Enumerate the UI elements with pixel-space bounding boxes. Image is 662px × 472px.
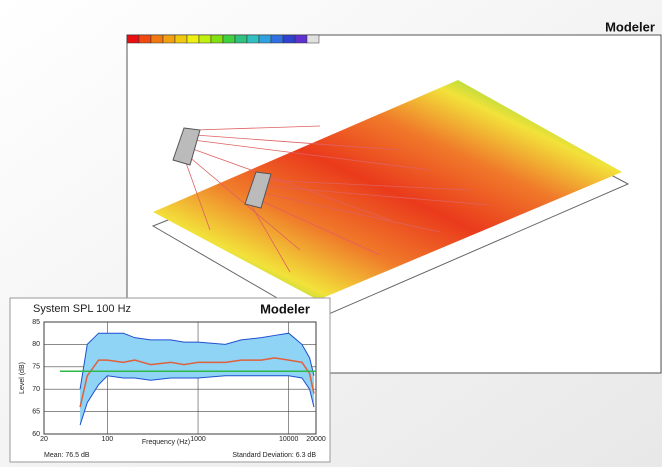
- y-tick-label: 70: [32, 386, 40, 393]
- y-tick-label: 85: [32, 319, 40, 326]
- speaker-rays: [184, 125, 491, 273]
- series-line: [79, 332, 315, 390]
- y-tick-label: 65: [32, 408, 40, 415]
- chart-title: System SPL 100 Hz: [33, 303, 131, 315]
- y-tick-label: 80: [32, 341, 40, 348]
- spl-chart-window: System SPL 100 Hz Modeler Frequency (Hz)…: [9, 297, 331, 463]
- series-line: [79, 375, 315, 426]
- series-line: [79, 357, 315, 408]
- x-tick-label: 1000: [190, 436, 206, 443]
- x-axis-label: Frequency (Hz): [142, 439, 190, 446]
- range-band: [80, 333, 314, 426]
- y-tick-label: 75: [32, 364, 40, 371]
- chart-frame: [9, 297, 331, 463]
- color-scale: [126, 34, 320, 44]
- spl-heatmap: [153, 80, 622, 300]
- logo: Modeler: [260, 301, 310, 316]
- mean-label: Mean: 76.5 dB: [44, 452, 90, 459]
- speaker-array: [244, 171, 272, 209]
- std-label: Standard Deviation: 6.3 dB: [232, 452, 316, 459]
- x-tick-label: 20: [40, 436, 48, 443]
- logo: Modeler: [605, 19, 655, 34]
- x-tick-label: 20000: [306, 436, 326, 443]
- x-tick-label: 10000: [279, 436, 299, 443]
- speaker-array: [172, 127, 201, 166]
- x-tick-label: 100: [102, 436, 114, 443]
- y-tick-label: 60: [32, 431, 40, 438]
- y-axis-label: Level (dB): [19, 362, 26, 394]
